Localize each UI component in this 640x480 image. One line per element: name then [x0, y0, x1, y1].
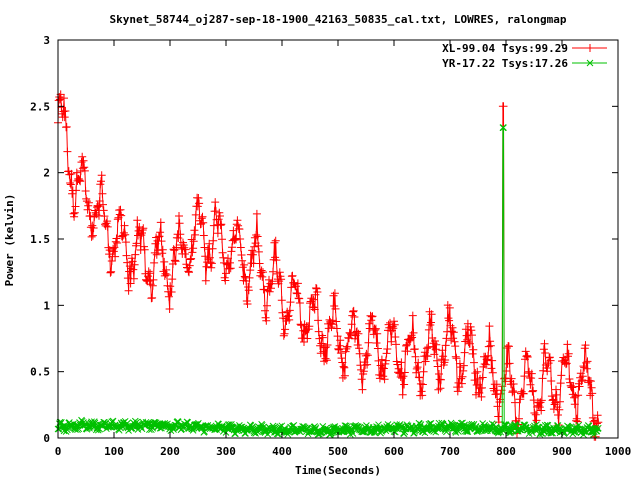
y-tick-label: 3: [43, 34, 50, 47]
x-tick-label: 100: [104, 445, 124, 458]
y-tick-label: 2.5: [30, 100, 50, 113]
x-tick-label: 500: [328, 445, 348, 458]
axes: 0 100 200 300 400 500 600 700 800 900 1000 0 0.5 1 1.5…: [30, 34, 631, 458]
y-tick-label: 1: [43, 299, 50, 312]
y-tick-label: 1.5: [30, 233, 50, 246]
series-line: [57, 94, 599, 437]
x-tick-label: 1000: [605, 445, 632, 458]
x-axis-label: Time(Seconds): [295, 464, 381, 477]
x-tick-label: 200: [160, 445, 180, 458]
y-tick-label: 2: [43, 167, 50, 180]
legend-label-xl: XL-99.04 Tsys:99.29: [442, 42, 568, 55]
x-tick-label: 0: [55, 445, 62, 458]
series-markers: [54, 90, 603, 441]
chart-title: Skynet_58744_oj287-sep-18-1900_42163_508…: [110, 13, 567, 26]
x-tick-label: 700: [440, 445, 460, 458]
x-tick-label: 600: [384, 445, 404, 458]
legend-marker-yr: [586, 59, 594, 67]
x-tick-label: 900: [552, 445, 572, 458]
y-tick-label: 0: [43, 432, 50, 445]
legend: XL-99.04 Tsys:99.29 YR-17.22 Tsys:17.26: [442, 42, 607, 70]
y-tick-label: 0.5: [30, 366, 50, 379]
legend-marker-xl: [586, 44, 594, 52]
series-line: [58, 127, 599, 437]
legend-label-yr: YR-17.22 Tsys:17.26: [442, 57, 568, 70]
y-axis-label: Power (kelvin): [3, 194, 16, 287]
series-xl: [54, 90, 603, 441]
x-tick-label: 400: [272, 445, 292, 458]
x-tick-label: 800: [496, 445, 516, 458]
x-tick-label: 300: [216, 445, 236, 458]
plot-area: [54, 90, 603, 441]
series-yr: [54, 124, 602, 438]
series-markers: [54, 124, 602, 438]
